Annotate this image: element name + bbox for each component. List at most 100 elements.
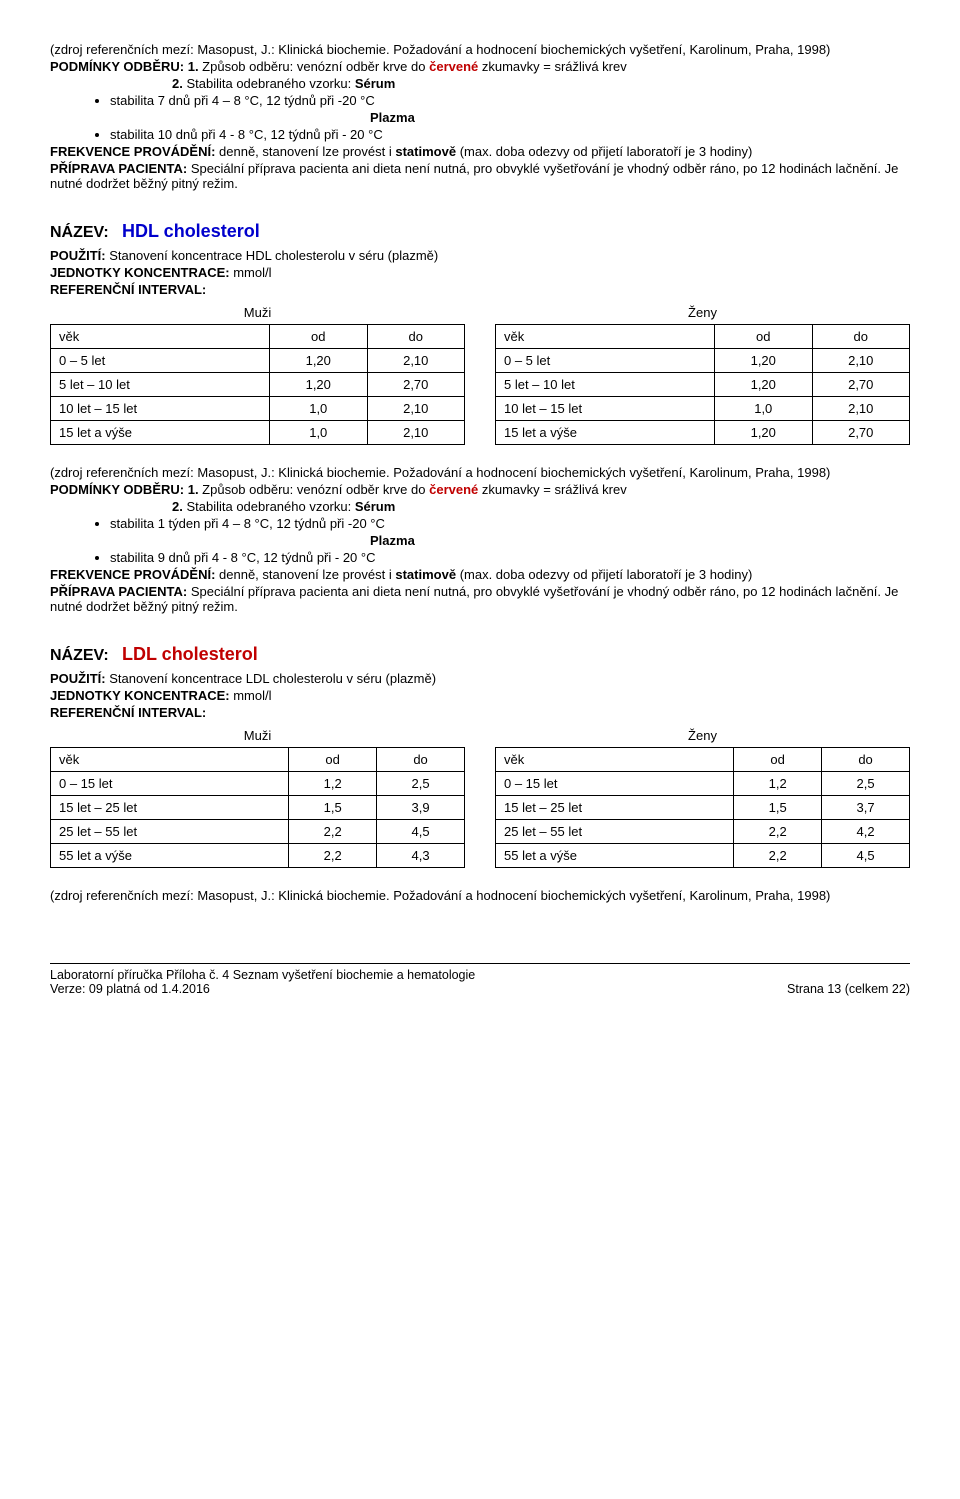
frekvence-line: FREKVENCE PROVÁDĚNÍ: denně, stanovení lz…: [50, 144, 910, 159]
footer-line1: Laboratorní příručka Příloha č. 4 Seznam…: [50, 968, 475, 982]
table-cell: 15 let a výše: [496, 421, 715, 445]
table-header: od: [289, 748, 377, 772]
nazev-label: NÁZEV:: [50, 224, 109, 241]
hdl-muzi-table: věkoddo0 – 5 let1,202,105 let – 10 let1,…: [50, 324, 465, 445]
table-cell: 0 – 15 let: [51, 772, 289, 796]
priprava-line: PŘÍPRAVA PACIENTA: Speciální příprava pa…: [50, 161, 910, 191]
table-row: 10 let – 15 let1,02,10: [51, 397, 465, 421]
ldl-jednotky: JEDNOTKY KONCENTRACE: mmol/l: [50, 688, 910, 703]
table-cell: 15 let a výše: [51, 421, 270, 445]
table-cell: 10 let – 15 let: [51, 397, 270, 421]
table-cell: 4,5: [822, 844, 910, 868]
hdl-bullet-1: stabilita 1 týden při 4 – 8 °C, 12 týdnů…: [110, 516, 910, 531]
table-cell: 55 let a výše: [51, 844, 289, 868]
ldl-muzi-table: věkoddo0 – 15 let1,22,515 let – 25 let1,…: [50, 747, 465, 868]
bullet-2: stabilita 10 dnů při 4 - 8 °C, 12 týdnů …: [110, 127, 910, 142]
footer-left: Laboratorní příručka Příloha č. 4 Seznam…: [50, 968, 475, 996]
hdl-pouziti-text: Stanovení koncentrace HDL cholesterolu v…: [106, 248, 439, 263]
table-header: od: [715, 325, 812, 349]
table-header: od: [270, 325, 367, 349]
table-row: 10 let – 15 let1,02,10: [496, 397, 910, 421]
table-cell: 4,3: [377, 844, 465, 868]
page-footer: Laboratorní příručka Příloha č. 4 Seznam…: [50, 963, 910, 996]
ldl-pouziti-text: Stanovení koncentrace LDL cholesterolu v…: [106, 671, 436, 686]
table-row: 5 let – 10 let1,202,70: [496, 373, 910, 397]
ldl-zeny-block: Ženy věkoddo0 – 15 let1,22,515 let – 25 …: [495, 728, 910, 868]
podminky-label-2: PODMÍNKY ODBĚRU: 1.: [50, 482, 199, 497]
table-cell: 2,2: [289, 820, 377, 844]
table-cell: 25 let – 55 let: [51, 820, 289, 844]
hdl-pouziti: POUŽITÍ: Stanovení koncentrace HDL chole…: [50, 248, 910, 263]
hdl-bullet-2: stabilita 9 dnů při 4 - 8 °C, 12 týdnů p…: [110, 550, 910, 565]
frekvence-text-2: denně, stanovení lze provést i: [215, 567, 395, 582]
table-cell: 1,0: [715, 397, 812, 421]
section-hdl: NÁZEV: HDL cholesterol POUŽITÍ: Stanoven…: [50, 221, 910, 614]
hdl-bullet-list-1: stabilita 1 týden při 4 – 8 °C, 12 týdnů…: [50, 516, 910, 531]
hdl-title: NÁZEV: HDL cholesterol: [50, 221, 910, 242]
bullet-1: stabilita 7 dnů při 4 – 8 °C, 12 týdnů p…: [110, 93, 910, 108]
table-cell: 2,70: [367, 373, 465, 397]
pouziti-label-2: POUŽITÍ:: [50, 671, 106, 686]
muzi-caption: Muži: [50, 305, 465, 320]
table-cell: 1,20: [715, 421, 812, 445]
table-cell: 2,10: [812, 397, 910, 421]
table-cell: 15 let – 25 let: [51, 796, 289, 820]
source-line-3: (zdroj referenčních mezí: Masopust, J.: …: [50, 888, 910, 903]
bullet-list-1: stabilita 7 dnů při 4 – 8 °C, 12 týdnů p…: [50, 93, 910, 108]
hdl-zeny-block: Ženy věkoddo0 – 5 let1,202,105 let – 10 …: [495, 305, 910, 445]
table-row: 15 let – 25 let1,53,7: [496, 796, 910, 820]
table-cell: 2,70: [812, 421, 910, 445]
cervene-2: červené: [429, 482, 478, 497]
podminky-tail-2: zkumavky = srážlivá krev: [478, 482, 626, 497]
table-cell: 4,2: [822, 820, 910, 844]
table-cell: 2,2: [734, 820, 822, 844]
zeny-caption: Ženy: [495, 305, 910, 320]
nazev-label-2: NÁZEV:: [50, 647, 109, 664]
muzi-caption-2: Muži: [50, 728, 465, 743]
bullet-list-2: stabilita 10 dnů při 4 - 8 °C, 12 týdnů …: [50, 127, 910, 142]
table-cell: 5 let – 10 let: [496, 373, 715, 397]
jednotky-val: mmol/l: [230, 265, 272, 280]
table-cell: 1,0: [270, 397, 367, 421]
frekvence-tail: (max. doba odezvy od přijetí laboratoří …: [456, 144, 752, 159]
table-cell: 2,5: [377, 772, 465, 796]
stabilita-text-2: Stabilita odebraného vzorku:: [183, 499, 355, 514]
table-row: 0 – 5 let1,202,10: [51, 349, 465, 373]
table-header: do: [822, 748, 910, 772]
hdl-muzi-block: Muži věkoddo0 – 5 let1,202,105 let – 10 …: [50, 305, 465, 445]
stabilita-text: Stabilita odebraného vzorku:: [183, 76, 355, 91]
ldl-pouziti: POUŽITÍ: Stanovení koncentrace LDL chole…: [50, 671, 910, 686]
table-header: věk: [496, 325, 715, 349]
table-cell: 1,2: [289, 772, 377, 796]
plazma-1: Plazma: [50, 110, 910, 125]
cervene: červené: [429, 59, 478, 74]
table-cell: 1,2: [734, 772, 822, 796]
source-line-2: (zdroj referenčních mezí: Masopust, J.: …: [50, 465, 910, 480]
podminky-text: Způsob odběru: venózní odběr krve do: [199, 59, 430, 74]
table-row: 25 let – 55 let2,24,5: [51, 820, 465, 844]
frekvence-label-2: FREKVENCE PROVÁDĚNÍ:: [50, 567, 215, 582]
frekvence-tail-2: (max. doba odezvy od přijetí laboratoří …: [456, 567, 752, 582]
table-cell: 4,5: [377, 820, 465, 844]
table-cell: 25 let – 55 let: [496, 820, 734, 844]
priprava-line-2: PŘÍPRAVA PACIENTA: Speciální příprava pa…: [50, 584, 910, 614]
table-header: do: [812, 325, 910, 349]
refint-label-2: REFERENČNÍ INTERVAL:: [50, 705, 910, 720]
table-header: věk: [51, 748, 289, 772]
table-row: 15 let – 25 let1,53,9: [51, 796, 465, 820]
priprava-label: PŘÍPRAVA PACIENTA:: [50, 161, 187, 176]
table-cell: 2,70: [812, 373, 910, 397]
table-cell: 5 let – 10 let: [51, 373, 270, 397]
table-cell: 2,10: [367, 349, 465, 373]
table-cell: 2,10: [367, 421, 465, 445]
table-header: věk: [496, 748, 734, 772]
table-row: 15 let a výše1,02,10: [51, 421, 465, 445]
table-cell: 2,10: [367, 397, 465, 421]
podminky-label: PODMÍNKY ODBĚRU: 1.: [50, 59, 199, 74]
table-header: od: [734, 748, 822, 772]
podminky-line-2: PODMÍNKY ODBĚRU: 1. Způsob odběru: venóz…: [50, 482, 910, 497]
refint-label: REFERENČNÍ INTERVAL:: [50, 282, 910, 297]
serum: Sérum: [355, 76, 395, 91]
podminky-tail: zkumavky = srážlivá krev: [478, 59, 626, 74]
stabilita-label-2: 2.: [172, 499, 183, 514]
